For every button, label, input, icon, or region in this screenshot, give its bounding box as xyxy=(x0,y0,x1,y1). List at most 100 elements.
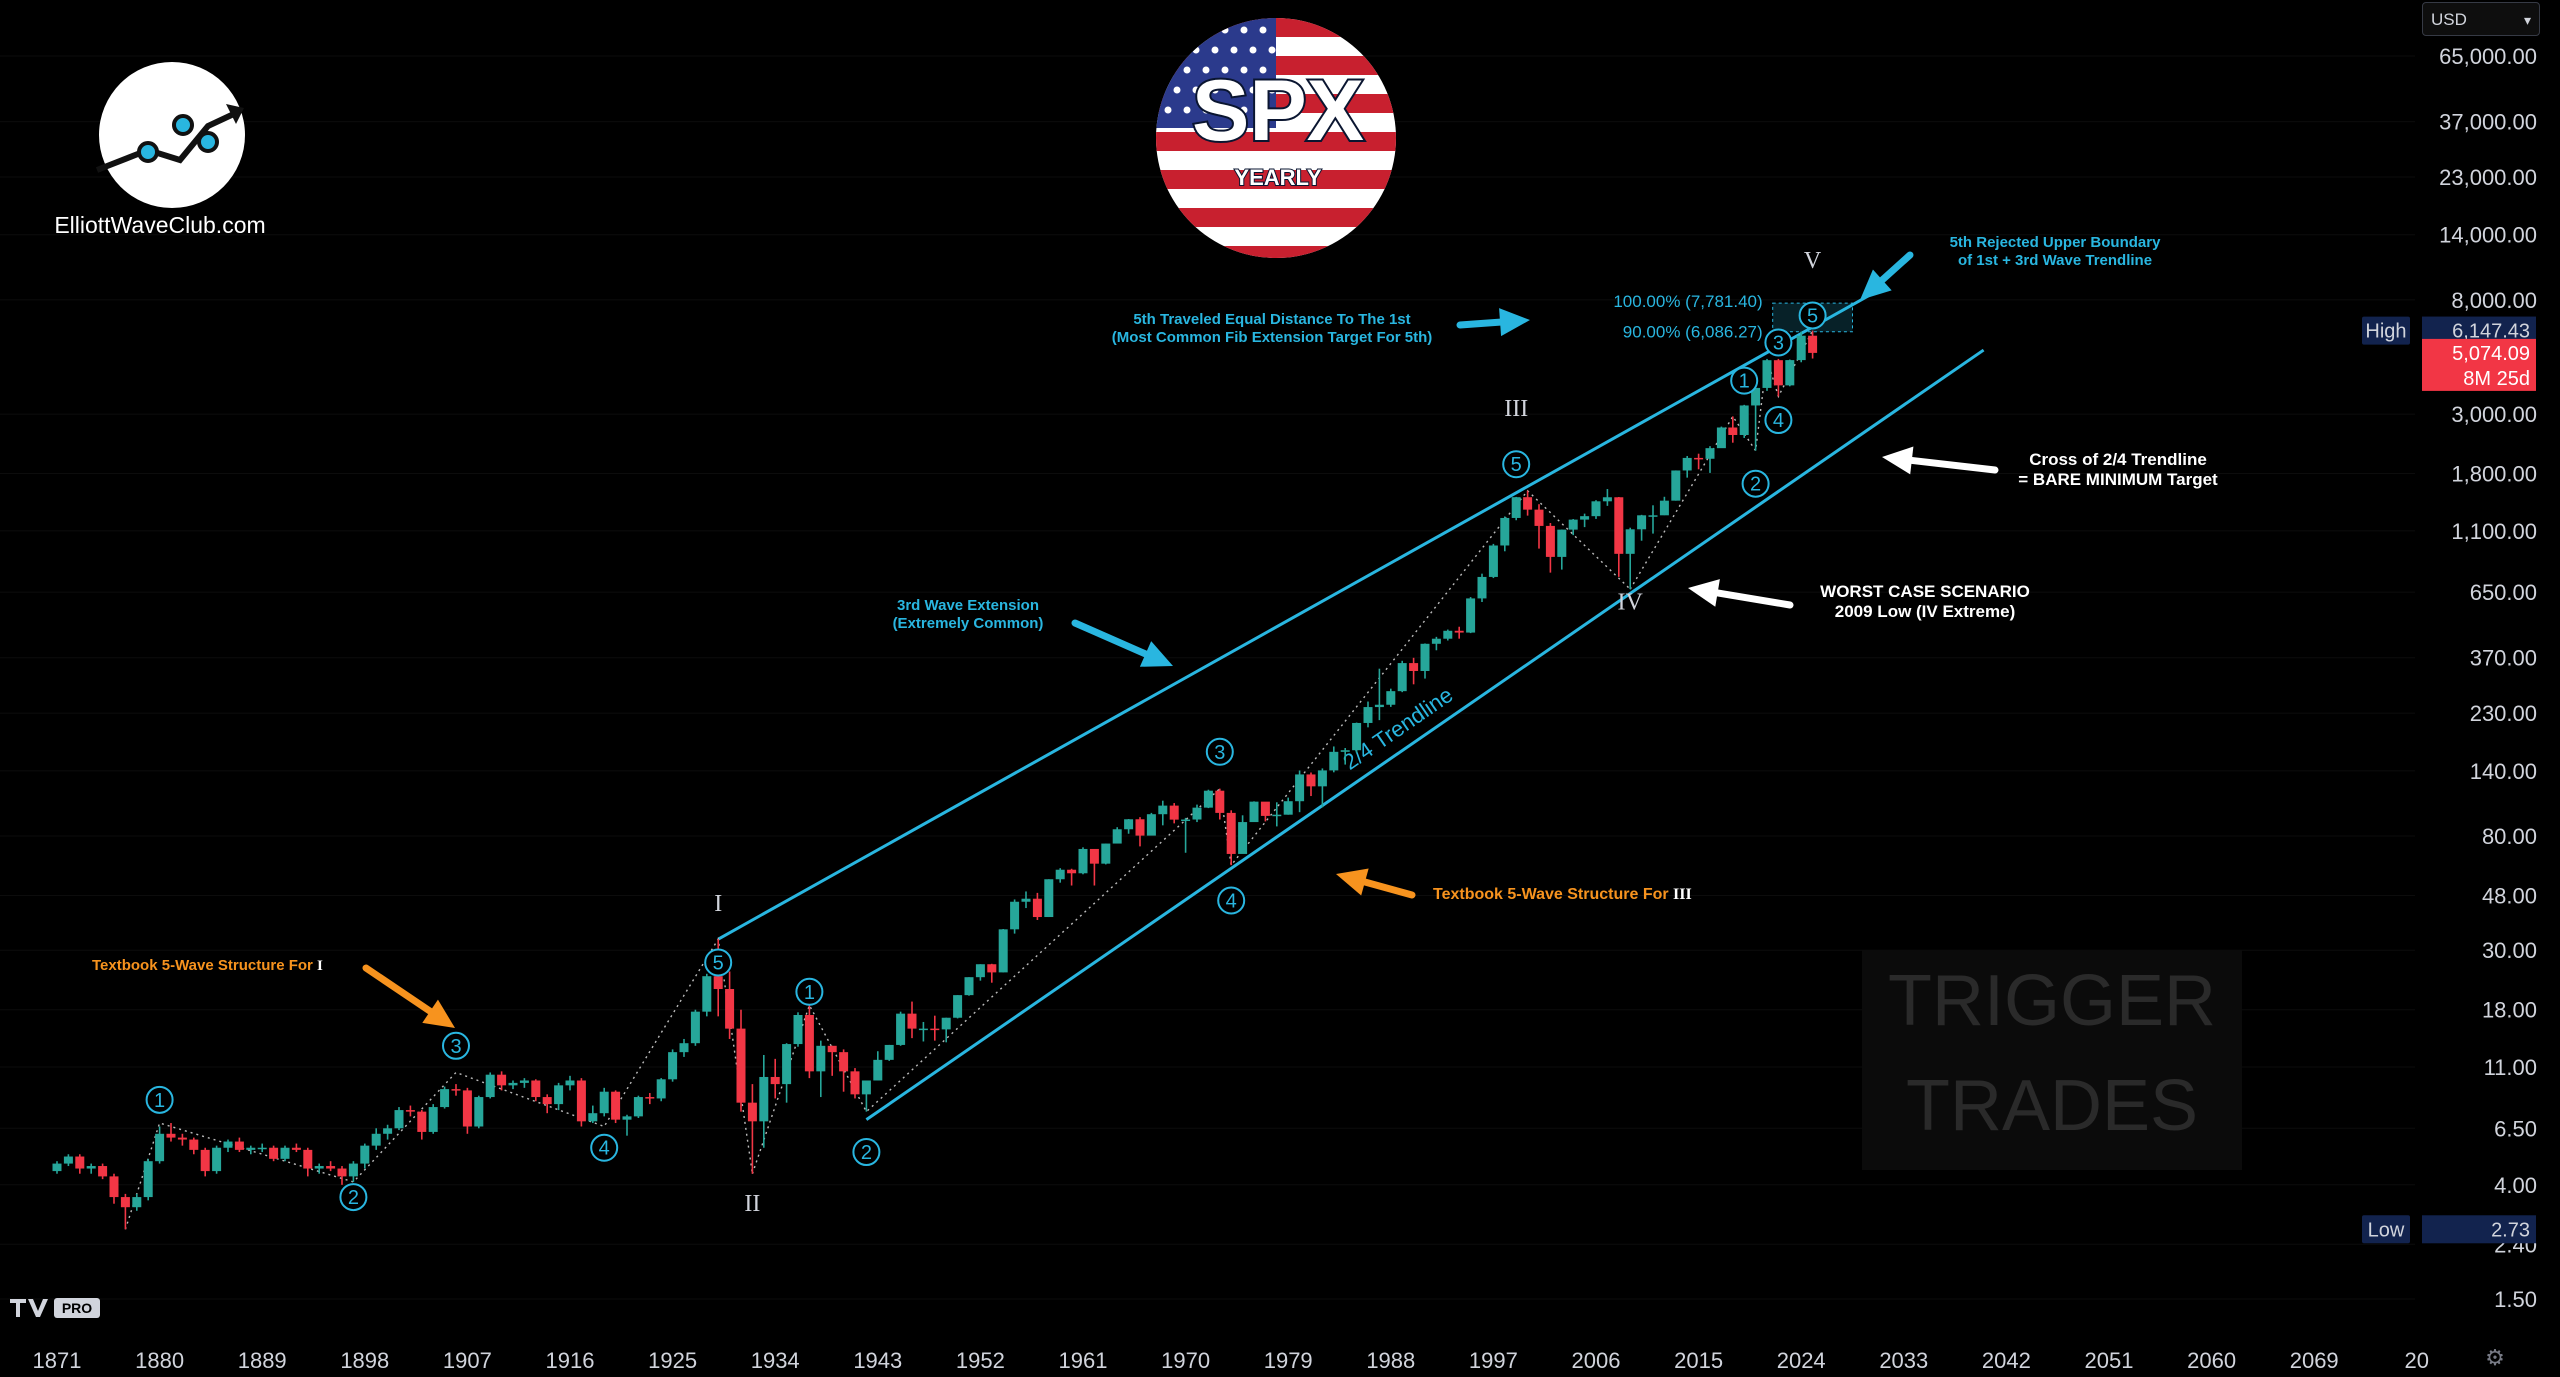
candle xyxy=(474,1095,484,1129)
price-tick-label: 140.00 xyxy=(2470,759,2537,784)
candle xyxy=(622,1114,632,1136)
candle-body xyxy=(1545,525,1555,557)
wave-path xyxy=(751,489,1631,1174)
candle-body xyxy=(1374,704,1384,708)
price-scale[interactable]: 65,000.00 37,000.00 23,000.00 14,000.00 8,00… xyxy=(2362,44,2537,1312)
high-value: 6,147.43 xyxy=(2452,321,2530,343)
candle-body xyxy=(1146,814,1156,836)
candle xyxy=(531,1079,541,1102)
price-tick-label: 6.50 xyxy=(2494,1116,2537,1141)
candle-body xyxy=(873,1059,883,1081)
gear-icon[interactable]: ⚙ xyxy=(2485,1345,2505,1370)
candle xyxy=(1260,801,1270,822)
candle xyxy=(1431,636,1441,651)
candle-body xyxy=(1602,497,1612,502)
wave-circle xyxy=(852,1138,881,1167)
candle-body xyxy=(1671,470,1681,501)
time-scale[interactable]: 1871 1880 1889 1898 1907 1916 1925 1934 1943 1952… xyxy=(33,1348,2430,1373)
candle xyxy=(1135,817,1145,847)
candle-body xyxy=(1158,805,1168,815)
candle-body xyxy=(1112,829,1122,844)
candle-body xyxy=(1785,360,1795,386)
candle xyxy=(542,1094,552,1114)
candle-body xyxy=(485,1074,495,1098)
candle-body xyxy=(1534,509,1544,526)
candle xyxy=(759,1054,769,1148)
candle xyxy=(314,1163,324,1174)
flag-star xyxy=(1259,26,1267,34)
candle xyxy=(1739,404,1749,438)
time-tick-label: 2006 xyxy=(1572,1348,1621,1373)
candle xyxy=(747,1084,757,1174)
candle xyxy=(679,1038,689,1057)
annotation-arrows xyxy=(362,251,1999,1028)
time-tick-label: 2069 xyxy=(2290,1348,2339,1373)
candle-body xyxy=(1728,427,1738,435)
candle xyxy=(200,1147,210,1177)
candle xyxy=(86,1163,96,1174)
candle xyxy=(793,1012,803,1047)
time-tick-label: 1934 xyxy=(751,1348,800,1373)
candle-body xyxy=(747,1102,757,1122)
annotation-line: 5th Traveled Equal Distance To The 1st xyxy=(1133,311,1410,328)
low-marker: Low 2.73 xyxy=(2362,1215,2536,1244)
candle xyxy=(656,1078,666,1102)
time-tick-label: 20 xyxy=(2405,1348,2429,1373)
wave-circle xyxy=(339,1183,368,1212)
candle-body xyxy=(1739,405,1749,435)
candle xyxy=(1534,504,1544,549)
wave-label-circle: 3 xyxy=(1205,737,1234,766)
candle-body xyxy=(1488,545,1498,577)
candle-body xyxy=(212,1147,222,1172)
candle-body xyxy=(1580,516,1590,520)
candle xyxy=(873,1051,883,1081)
candle xyxy=(1192,804,1202,823)
candle xyxy=(1648,505,1658,534)
tradingview-logo[interactable]: PRO xyxy=(6,1293,102,1321)
candle-body xyxy=(280,1147,290,1159)
wave-circle xyxy=(1217,886,1246,915)
price-tick-label: 23,000.00 xyxy=(2439,165,2537,190)
wave-number: 2 xyxy=(861,1142,872,1164)
candle-body xyxy=(1397,663,1407,692)
candle xyxy=(440,1086,450,1109)
trend-channel: 2/4 Trendline xyxy=(717,287,1985,1121)
candle-body xyxy=(850,1071,860,1095)
candle xyxy=(63,1154,73,1167)
time-tick-label: 2060 xyxy=(2187,1348,2236,1373)
candle xyxy=(1625,527,1635,590)
candle-body xyxy=(1705,448,1715,459)
flag-stripe xyxy=(1156,170,1396,189)
candle-body xyxy=(291,1147,301,1150)
candle-body xyxy=(1511,497,1521,518)
candle-body xyxy=(827,1045,837,1053)
candle-body xyxy=(565,1080,575,1086)
candle xyxy=(303,1147,313,1177)
time-tick-label: 1916 xyxy=(546,1348,595,1373)
candle xyxy=(291,1143,301,1153)
candle-body xyxy=(953,995,963,1018)
wave-label-circle: 2 xyxy=(852,1138,881,1167)
candle-body xyxy=(941,1017,951,1030)
wave-label-circle: 4 xyxy=(1217,886,1246,915)
candle xyxy=(1659,496,1669,516)
candle-body xyxy=(679,1043,689,1053)
price-tick-label: 1,800.00 xyxy=(2451,462,2537,487)
candle xyxy=(1557,529,1567,570)
time-tick-label: 1988 xyxy=(1366,1348,1415,1373)
candle-body xyxy=(1329,751,1339,771)
candle-body xyxy=(1203,790,1213,808)
candle xyxy=(1124,819,1134,834)
candle xyxy=(394,1107,404,1131)
candle-body xyxy=(1021,898,1031,902)
candle-body xyxy=(1716,427,1726,449)
candle-body xyxy=(930,1028,940,1031)
tv-icon: PRO xyxy=(10,1298,100,1318)
candle xyxy=(554,1082,564,1111)
currency-selector[interactable]: USD ▾ xyxy=(2422,2,2540,36)
annotation-cross24: Cross of 2/4 Trendline= BARE MINIMUM Tar… xyxy=(2018,450,2218,489)
candle xyxy=(770,1058,780,1099)
candle-body xyxy=(599,1091,609,1114)
candle-body xyxy=(1614,497,1624,554)
